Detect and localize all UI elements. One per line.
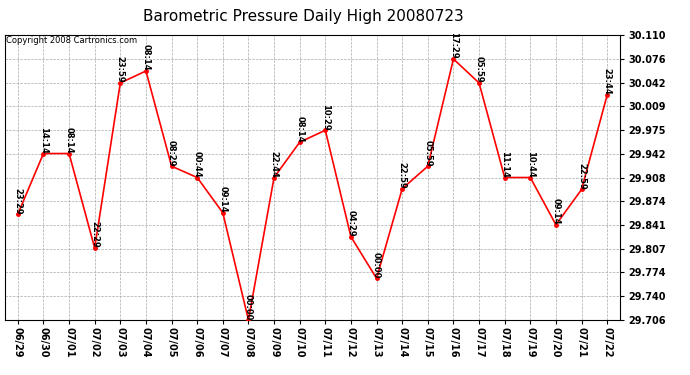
Text: 00:00: 00:00 — [372, 252, 381, 278]
Text: 04:29: 04:29 — [346, 210, 355, 237]
Text: 09:14: 09:14 — [218, 186, 227, 213]
Text: 17:29: 17:29 — [449, 32, 458, 59]
Text: 00:00: 00:00 — [244, 294, 253, 320]
Text: 23:29: 23:29 — [13, 188, 22, 214]
Text: 22:59: 22:59 — [397, 162, 406, 189]
Text: 08:29: 08:29 — [167, 140, 176, 166]
Text: 23:44: 23:44 — [602, 68, 612, 95]
Text: 10:44: 10:44 — [526, 151, 535, 177]
Text: 09:14: 09:14 — [551, 198, 560, 225]
Text: 05:59: 05:59 — [423, 140, 433, 166]
Text: 22:59: 22:59 — [577, 163, 586, 189]
Text: Copyright 2008 Cartronics.com: Copyright 2008 Cartronics.com — [6, 36, 137, 45]
Text: 10:29: 10:29 — [321, 104, 330, 130]
Text: 05:59: 05:59 — [475, 56, 484, 83]
Text: 14:14: 14:14 — [39, 127, 48, 153]
Text: 23:59: 23:59 — [116, 56, 125, 83]
Text: 08:14: 08:14 — [141, 44, 150, 71]
Text: 22:44: 22:44 — [270, 151, 279, 177]
Text: 22:29: 22:29 — [90, 221, 99, 248]
Text: 08:14: 08:14 — [295, 116, 304, 142]
Text: Barometric Pressure Daily High 20080723: Barometric Pressure Daily High 20080723 — [144, 9, 464, 24]
Text: 00:44: 00:44 — [193, 151, 201, 177]
Text: 08:14: 08:14 — [65, 127, 74, 153]
Text: 11:14: 11:14 — [500, 151, 509, 177]
